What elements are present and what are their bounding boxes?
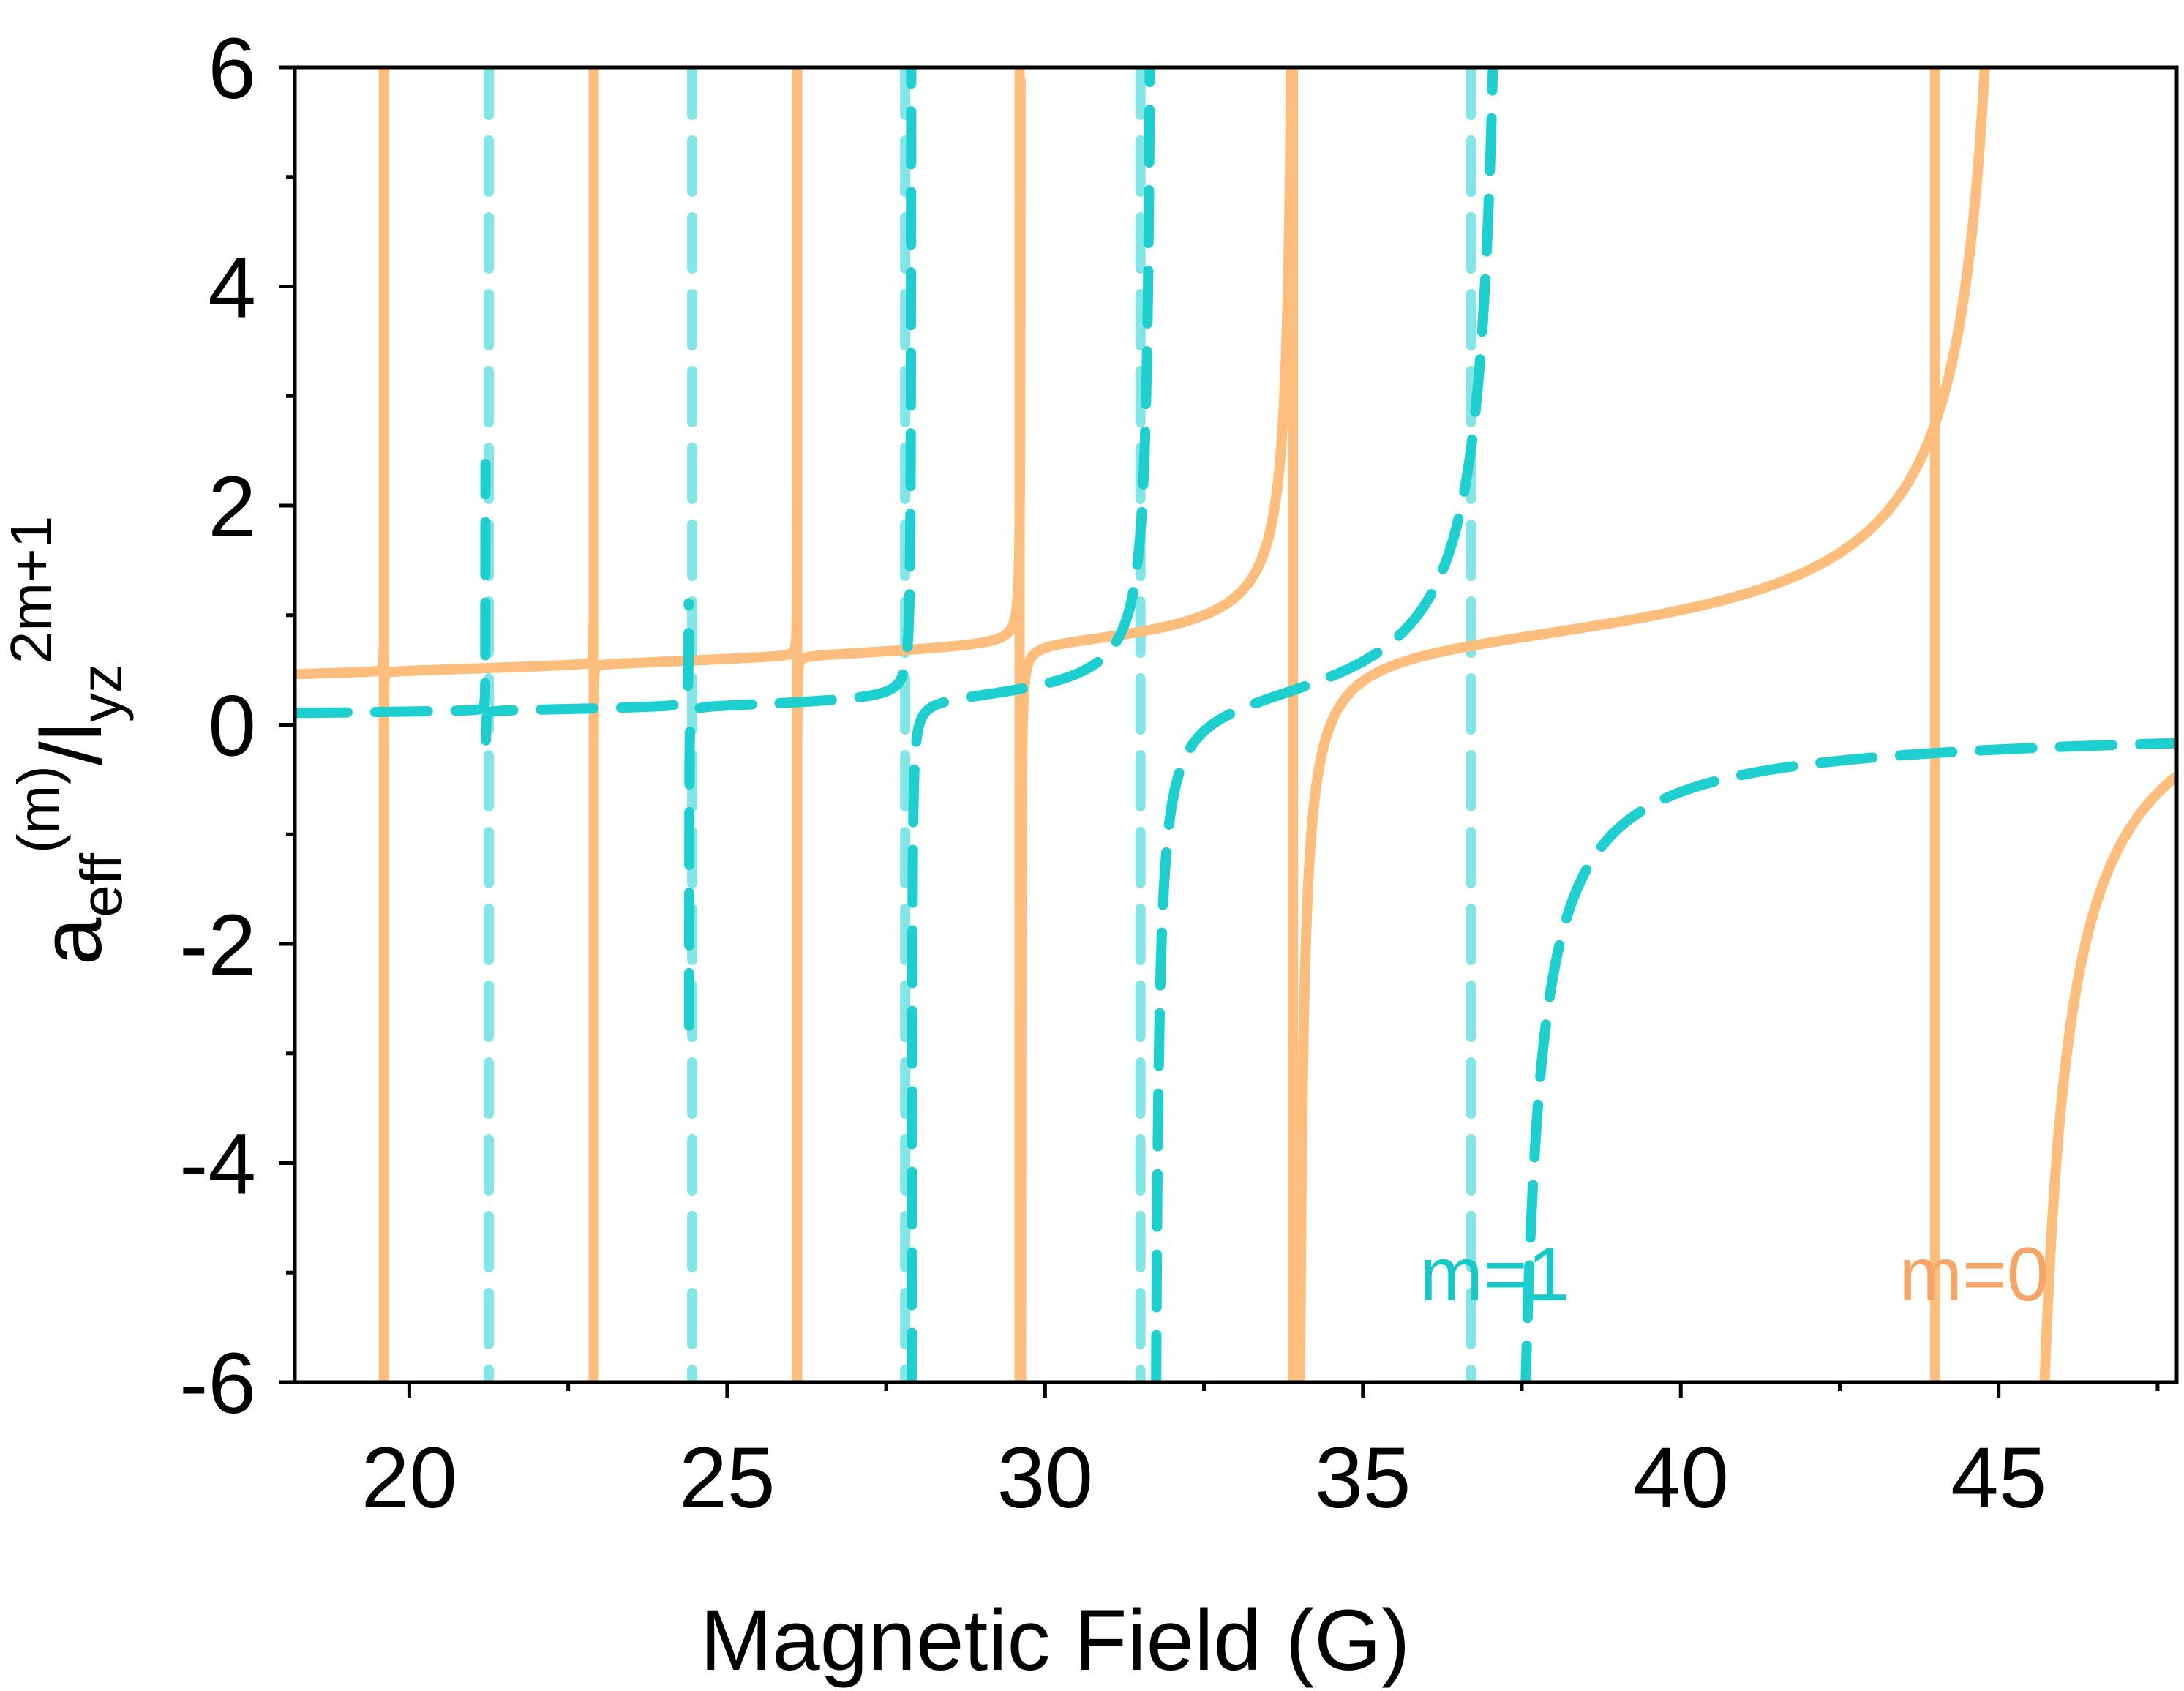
y-title-mid: /l [23, 722, 120, 765]
x-axis-title: Magnetic Field (G) [700, 1592, 1411, 1689]
x-tick-label: 40 [1633, 1430, 1729, 1526]
y-tick-label: -6 [179, 1335, 256, 1432]
y-axis-title: aeff(m)/lyz2m+1 [0, 516, 134, 965]
y-tick-label: -2 [179, 897, 256, 994]
legend-label-m0: m=0 [1899, 1232, 2049, 1317]
series-line-m1 [295, 67, 2177, 1382]
x-tick-label: 25 [679, 1430, 775, 1526]
legend-label-m1: m=1 [1419, 1232, 1569, 1317]
series-lines [295, 67, 2177, 1382]
x-tick-label: 35 [1315, 1430, 1411, 1526]
y-title-sub1: eff [69, 852, 134, 917]
y-title-sup2: 2m+1 [0, 516, 64, 664]
plot-area [295, 67, 2177, 1382]
y-title-base: a [23, 917, 120, 965]
y-title-sub2: yz [69, 664, 134, 722]
x-tick-label: 20 [361, 1430, 457, 1526]
x-tick-label: 30 [997, 1430, 1093, 1526]
y-tick-label: 0 [208, 678, 256, 775]
x-tick-label: 45 [1951, 1430, 2046, 1526]
y-tick-label: -4 [179, 1117, 256, 1213]
axes: 20 25 30 35 40 45 -6 -4 -2 0 2 4 6 [179, 20, 2179, 1526]
y-tick-label: 6 [208, 20, 256, 117]
y-tick-label: 4 [208, 240, 256, 337]
y-title-sup1: (m) [6, 765, 71, 853]
y-tick-label: 2 [208, 459, 256, 555]
